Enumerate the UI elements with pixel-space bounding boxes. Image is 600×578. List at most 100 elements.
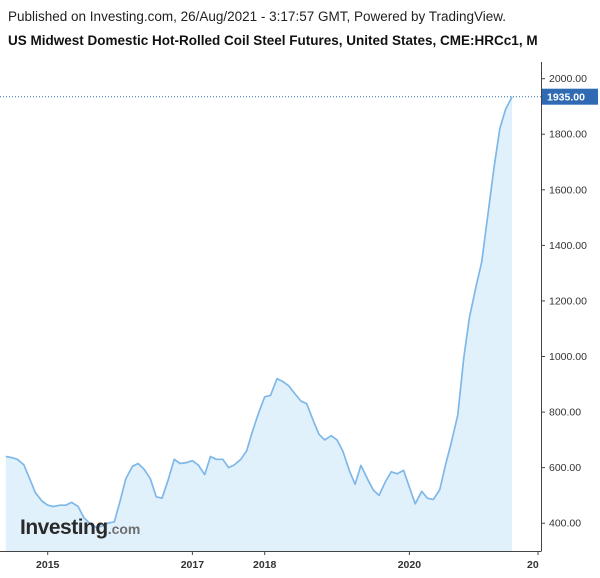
data-point-4[interactable] (28, 477, 32, 481)
data-point-56[interactable] (341, 449, 345, 453)
y-tick-label-8: 2000.00 (549, 73, 587, 85)
data-point-83[interactable] (504, 107, 508, 111)
data-point-81[interactable] (492, 166, 496, 170)
data-point-42[interactable] (257, 410, 261, 414)
data-point-75[interactable] (456, 413, 460, 417)
data-point-67[interactable] (408, 485, 412, 489)
data-point-37[interactable] (227, 466, 231, 470)
y-tick-label-1: 600.00 (549, 462, 581, 474)
data-point-57[interactable] (348, 469, 352, 473)
data-point-20[interactable] (124, 477, 128, 481)
data-point-53[interactable] (323, 438, 327, 442)
data-point-48[interactable] (293, 392, 297, 396)
data-point-1[interactable] (10, 456, 14, 460)
data-point-80[interactable] (486, 216, 490, 220)
data-point-33[interactable] (203, 473, 207, 477)
data-point-8[interactable] (52, 505, 56, 509)
data-point-69[interactable] (420, 490, 424, 494)
data-point-6[interactable] (40, 499, 44, 503)
data-point-66[interactable] (402, 469, 406, 473)
data-point-31[interactable] (191, 459, 195, 463)
data-point-25[interactable] (154, 495, 158, 499)
y-tick-label-3: 1000.00 (549, 351, 587, 363)
x-tick-label-3: 2020 (398, 559, 422, 571)
data-point-34[interactable] (209, 455, 213, 459)
y-tick-label-0: 400.00 (549, 518, 581, 530)
data-point-40[interactable] (245, 449, 249, 453)
data-point-49[interactable] (299, 399, 303, 403)
data-point-22[interactable] (136, 462, 140, 466)
data-point-51[interactable] (311, 419, 315, 423)
data-point-12[interactable] (76, 505, 80, 509)
y-tick-label-5: 1400.00 (549, 240, 587, 252)
data-point-38[interactable] (233, 463, 237, 467)
data-point-0[interactable] (4, 455, 8, 459)
data-point-77[interactable] (468, 316, 472, 320)
data-point-11[interactable] (70, 501, 74, 505)
data-point-41[interactable] (251, 430, 255, 434)
data-point-5[interactable] (34, 491, 38, 495)
data-point-27[interactable] (167, 477, 171, 481)
data-point-29[interactable] (178, 462, 182, 466)
data-point-30[interactable] (185, 461, 189, 465)
data-point-10[interactable] (64, 503, 68, 507)
data-point-2[interactable] (16, 458, 20, 462)
data-point-28[interactable] (173, 458, 177, 462)
data-point-72[interactable] (438, 488, 442, 492)
data-point-82[interactable] (498, 127, 502, 131)
data-point-21[interactable] (131, 465, 135, 469)
data-point-54[interactable] (330, 434, 334, 438)
last-price-label: 1935.00 (547, 92, 585, 104)
data-point-35[interactable] (215, 458, 219, 462)
data-point-79[interactable] (480, 260, 484, 264)
y-tick-label-6: 1600.00 (549, 184, 587, 196)
data-point-50[interactable] (305, 402, 309, 406)
data-point-62[interactable] (377, 494, 381, 498)
data-point-78[interactable] (474, 285, 478, 289)
data-point-61[interactable] (371, 488, 375, 492)
data-point-24[interactable] (149, 477, 153, 481)
data-point-23[interactable] (142, 467, 146, 471)
data-point-65[interactable] (395, 472, 399, 476)
data-point-60[interactable] (366, 477, 370, 481)
data-point-71[interactable] (431, 498, 435, 502)
x-tick-label-1: 2017 (181, 559, 205, 571)
data-point-19[interactable] (118, 499, 122, 503)
series-line (5, 96, 513, 529)
data-point-3[interactable] (22, 463, 26, 467)
data-point-63[interactable] (384, 480, 388, 484)
data-point-58[interactable] (353, 483, 357, 487)
data-point-43[interactable] (263, 395, 267, 399)
last-price-badge (542, 88, 598, 105)
data-point-76[interactable] (462, 358, 466, 362)
data-point-45[interactable] (275, 377, 279, 381)
data-point-7[interactable] (46, 503, 50, 507)
data-point-46[interactable] (281, 380, 285, 384)
x-tick-label-0: 2015 (36, 559, 60, 571)
axes: 400.00 600.00 800.00 1000.00 1200.00 1400.00 1… (0, 62, 598, 571)
logo-main-text: Investing (20, 516, 108, 539)
y-tick-label-7: 1800.00 (549, 129, 587, 141)
investing-logo: Investing.com (20, 516, 140, 540)
y-tick-label-4: 1200.00 (549, 295, 587, 307)
data-point-36[interactable] (221, 458, 225, 462)
data-point-73[interactable] (444, 463, 448, 467)
data-point-68[interactable] (413, 502, 417, 506)
data-point-64[interactable] (390, 470, 394, 474)
logo-tld-text: .com (107, 521, 141, 537)
data-point-47[interactable] (287, 384, 291, 388)
data-point-44[interactable] (269, 394, 273, 398)
data-point-39[interactable] (239, 458, 243, 462)
data-point-59[interactable] (359, 464, 363, 468)
data-point-9[interactable] (58, 503, 62, 507)
chart-title: US Midwest Domestic Hot-Rolled Coil Stee… (8, 33, 538, 48)
published-info: Published on Investing.com, 26/Aug/2021 … (8, 9, 507, 24)
data-point-55[interactable] (335, 438, 339, 442)
data-point-26[interactable] (160, 496, 164, 500)
series-area-fill (5, 96, 513, 551)
data-point-52[interactable] (317, 433, 321, 437)
data-point-32[interactable] (196, 463, 200, 467)
data-point-74[interactable] (450, 441, 454, 445)
data-point-70[interactable] (426, 496, 430, 500)
